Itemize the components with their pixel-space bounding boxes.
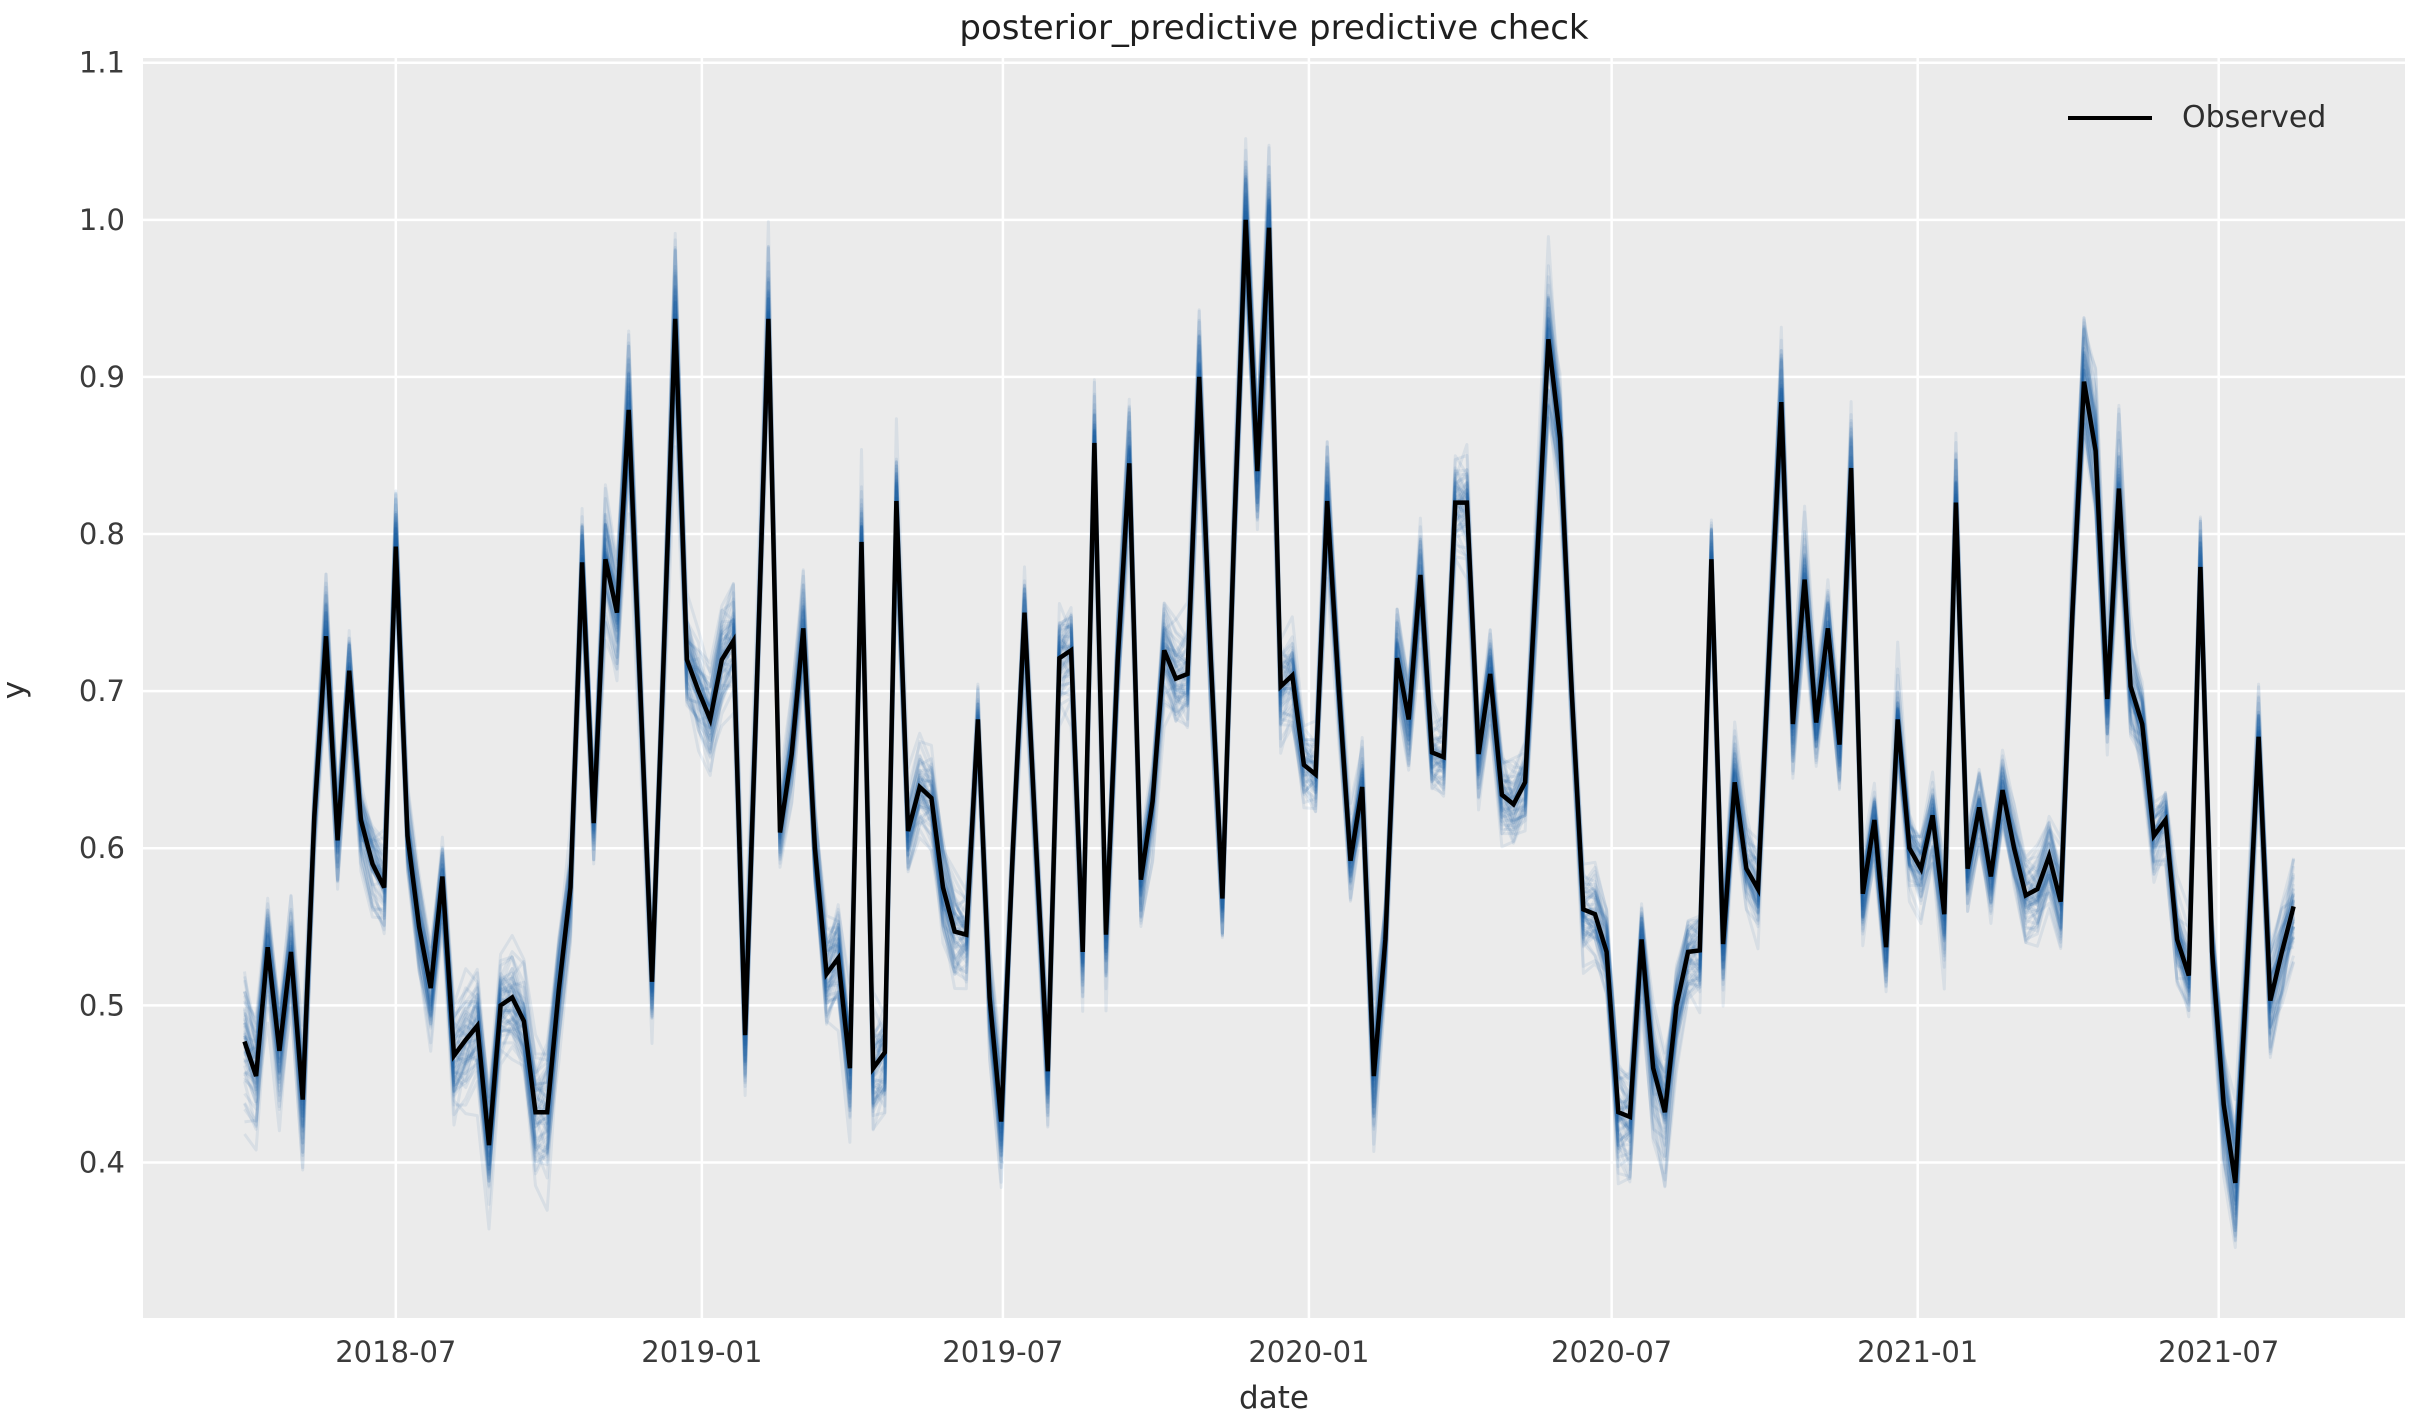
y-tick-label: 1.1 <box>79 46 125 80</box>
y-tick-label: 0.4 <box>79 1145 125 1179</box>
x-tick-label: 2021-01 <box>1857 1335 1978 1369</box>
y-tick-label: 1.0 <box>79 203 125 237</box>
x-axis-label: date <box>1239 1380 1309 1416</box>
x-tick-label: 2020-01 <box>1248 1335 1369 1369</box>
y-axis-label: y <box>0 590 32 790</box>
x-tick-label: 2019-01 <box>641 1335 762 1369</box>
x-tick-label: 2018-07 <box>335 1335 456 1369</box>
legend-observed-line-swatch <box>2068 115 2152 120</box>
y-tick-label: 0.7 <box>79 674 125 708</box>
legend-observed-label: Observed <box>2182 100 2327 135</box>
observed-line <box>242 219 2296 1184</box>
legend: Observed <box>2068 100 2326 135</box>
x-tick-label: 2020-07 <box>1551 1335 1672 1369</box>
y-tick-label: 0.8 <box>79 517 125 551</box>
y-tick-label: 0.5 <box>79 988 125 1022</box>
y-tick-label: 0.9 <box>79 360 125 394</box>
y-tick-label: 0.6 <box>79 831 125 865</box>
plot-background <box>143 58 2405 1318</box>
x-tick-label: 2019-07 <box>942 1335 1063 1369</box>
x-tick-label: 2021-07 <box>2158 1335 2279 1369</box>
chart-title: posterior_predictive predictive check <box>959 8 1589 48</box>
